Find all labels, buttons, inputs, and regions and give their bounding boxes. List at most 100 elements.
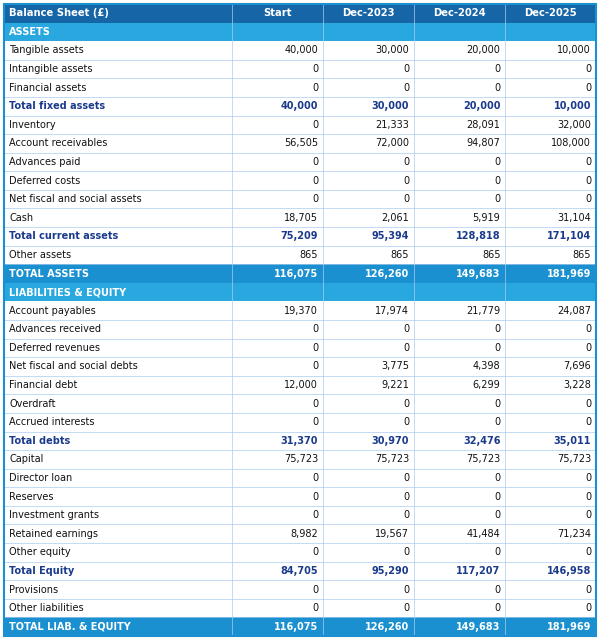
Text: Total debts: Total debts — [9, 436, 70, 446]
Text: Other assets: Other assets — [9, 250, 71, 260]
Text: LIABILITIES & EQUITY: LIABILITIES & EQUITY — [9, 287, 126, 297]
Text: 19,567: 19,567 — [375, 529, 409, 539]
Text: 19,370: 19,370 — [284, 306, 318, 316]
Bar — [505, 190, 596, 209]
Bar — [323, 450, 414, 468]
Text: TOTAL LIAB. & EQUITY: TOTAL LIAB. & EQUITY — [9, 621, 131, 632]
Bar — [4, 172, 232, 190]
Text: 0: 0 — [585, 324, 591, 334]
Text: 0: 0 — [494, 399, 500, 409]
Text: Total Equity: Total Equity — [9, 566, 74, 576]
Text: 20,000: 20,000 — [467, 45, 500, 56]
Text: 0: 0 — [403, 473, 409, 483]
Text: Capital: Capital — [9, 454, 43, 465]
Text: 0: 0 — [585, 417, 591, 428]
Text: 0: 0 — [312, 417, 318, 428]
Bar — [323, 413, 414, 431]
Text: TOTAL ASSETS: TOTAL ASSETS — [9, 269, 89, 278]
Bar — [323, 22, 414, 41]
Bar — [505, 209, 596, 227]
Bar — [232, 153, 323, 172]
Text: 30,000: 30,000 — [372, 101, 409, 111]
Bar — [505, 78, 596, 97]
Text: 20,000: 20,000 — [463, 101, 500, 111]
Bar — [323, 153, 414, 172]
Bar — [4, 134, 232, 153]
Bar — [414, 41, 505, 60]
Bar — [323, 320, 414, 339]
Bar — [323, 524, 414, 543]
Text: Dec-2024: Dec-2024 — [433, 8, 486, 19]
Bar — [323, 209, 414, 227]
Bar — [323, 357, 414, 376]
Bar — [232, 22, 323, 41]
Text: 0: 0 — [403, 510, 409, 520]
Bar — [414, 301, 505, 320]
Text: 0: 0 — [312, 584, 318, 595]
Text: 0: 0 — [312, 343, 318, 353]
Text: 126,260: 126,260 — [365, 621, 409, 632]
Bar — [232, 134, 323, 153]
Text: 75,209: 75,209 — [281, 231, 318, 241]
Text: 0: 0 — [403, 194, 409, 204]
Bar — [4, 190, 232, 209]
Bar — [4, 227, 232, 246]
Bar — [414, 320, 505, 339]
Bar — [4, 116, 232, 134]
Bar — [505, 468, 596, 487]
Bar — [505, 246, 596, 264]
Bar — [505, 376, 596, 394]
Bar — [323, 227, 414, 246]
Text: 126,260: 126,260 — [365, 269, 409, 278]
Bar — [414, 468, 505, 487]
Bar — [505, 524, 596, 543]
Text: 9,221: 9,221 — [382, 380, 409, 390]
Bar — [4, 468, 232, 487]
Bar — [414, 599, 505, 618]
Text: 0: 0 — [312, 362, 318, 371]
Bar — [414, 172, 505, 190]
Text: 0: 0 — [494, 510, 500, 520]
Text: 0: 0 — [312, 399, 318, 409]
Bar — [4, 376, 232, 394]
Text: 7,696: 7,696 — [563, 362, 591, 371]
Text: 116,075: 116,075 — [274, 621, 318, 632]
Text: 0: 0 — [312, 547, 318, 557]
Text: 0: 0 — [312, 83, 318, 93]
Bar — [4, 599, 232, 618]
Text: 0: 0 — [585, 603, 591, 613]
Bar — [414, 264, 505, 283]
Text: 40,000: 40,000 — [284, 45, 318, 56]
Bar — [4, 487, 232, 506]
Text: Investment grants: Investment grants — [9, 510, 99, 520]
Bar — [323, 506, 414, 524]
Text: 12,000: 12,000 — [284, 380, 318, 390]
Bar — [505, 450, 596, 468]
Bar — [232, 209, 323, 227]
Bar — [4, 4, 232, 22]
Text: 4,398: 4,398 — [473, 362, 500, 371]
Bar — [414, 227, 505, 246]
Bar — [323, 468, 414, 487]
Bar — [505, 283, 596, 301]
Text: 75,723: 75,723 — [557, 454, 591, 465]
Bar — [323, 339, 414, 357]
Bar — [4, 450, 232, 468]
Text: 18,705: 18,705 — [284, 212, 318, 223]
Text: 2,061: 2,061 — [382, 212, 409, 223]
Bar — [414, 562, 505, 580]
Text: 0: 0 — [494, 492, 500, 502]
Bar — [232, 4, 323, 22]
Text: 0: 0 — [403, 417, 409, 428]
Text: 0: 0 — [494, 83, 500, 93]
Text: Accrued interests: Accrued interests — [9, 417, 95, 428]
Bar — [4, 339, 232, 357]
Text: 0: 0 — [403, 83, 409, 93]
Text: 0: 0 — [312, 157, 318, 167]
Bar — [414, 357, 505, 376]
Bar — [505, 153, 596, 172]
Bar — [232, 562, 323, 580]
Bar — [505, 172, 596, 190]
Bar — [414, 487, 505, 506]
Text: 0: 0 — [403, 157, 409, 167]
